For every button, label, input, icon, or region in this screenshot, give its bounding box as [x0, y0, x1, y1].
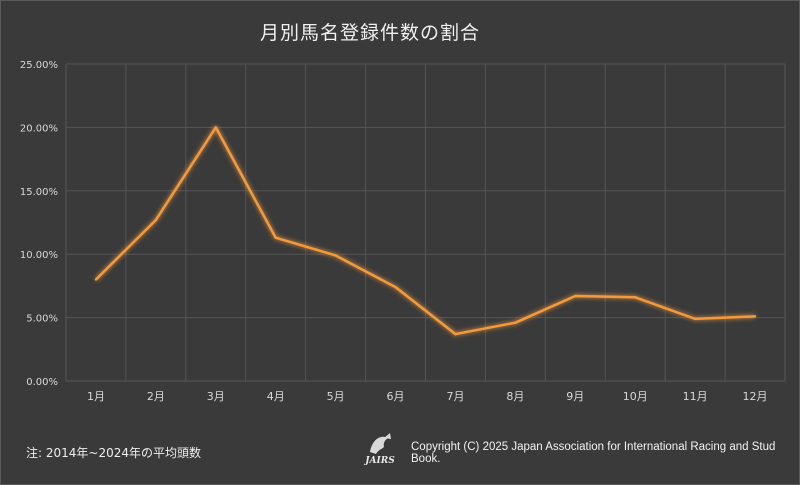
y-tick-label: 0.00% [26, 377, 58, 388]
x-tick-label: 2月 [147, 390, 165, 403]
vertical-gridlines [65, 64, 786, 381]
x-tick-label: 1月 [87, 390, 105, 403]
x-tick-label: 6月 [387, 390, 405, 403]
x-tick-label: 5月 [327, 390, 345, 403]
jairs-logo: JAIRS [358, 430, 402, 466]
y-tick-label: 15.00% [20, 187, 58, 198]
y-tick-label: 5.00% [26, 314, 58, 325]
data-point [394, 285, 397, 289]
series-group [94, 126, 757, 336]
x-axis-tick-labels: 1月 2月 3月 4月 5月 6月 7月 8月 9月 10月 11月 12月 [87, 390, 768, 403]
chart-title: 月別馬名登録件数の割合 [259, 22, 480, 44]
data-point [214, 126, 217, 129]
data-point [574, 294, 577, 298]
x-tick-label: 10月 [623, 390, 648, 403]
data-point [274, 236, 277, 239]
data-point [634, 296, 637, 299]
x-tick-label: 3月 [207, 390, 225, 403]
copyright-text: Copyright (C) 2025 Japan Association for… [411, 441, 776, 465]
svg-text:JAIRS: JAIRS [363, 456, 395, 466]
data-point [753, 315, 757, 318]
y-tick-label: 25.00% [20, 60, 58, 71]
x-tick-label: 9月 [566, 390, 584, 403]
x-tick-label: 4月 [267, 390, 285, 403]
x-tick-label: 7月 [446, 390, 464, 403]
y-tick-label: 10.00% [20, 250, 58, 261]
data-point [454, 332, 457, 336]
data-point [514, 321, 517, 324]
data-point [693, 317, 697, 321]
x-tick-label: 11月 [683, 390, 708, 403]
footnote: 注: 2014年~2024年の平均頭数 [26, 446, 201, 460]
data-point [154, 218, 158, 222]
x-tick-label: 8月 [506, 390, 524, 403]
data-point [94, 278, 98, 281]
x-tick-label: 12月 [743, 390, 768, 403]
series-line [95, 126, 756, 336]
y-axis-tick-labels: 0.00% 5.00% 10.00% 15.00% 20.00% 25.00% [20, 60, 58, 388]
data-point [334, 254, 337, 257]
y-tick-label: 20.00% [20, 123, 58, 134]
